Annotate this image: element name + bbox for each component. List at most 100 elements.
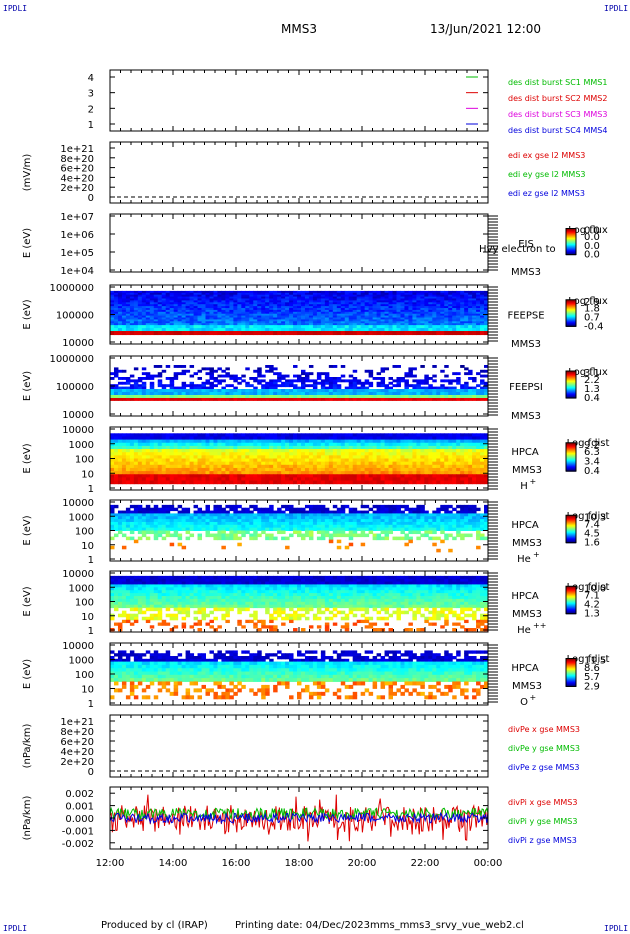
spectro-cell (161, 474, 167, 478)
spectro-cell (472, 290, 477, 294)
spectro-cell (133, 319, 139, 322)
spectro-cell (304, 433, 310, 437)
spectro-cell (129, 389, 135, 393)
spectro-cell (476, 292, 481, 296)
spectro-cell (484, 294, 489, 298)
spectro-cell (448, 300, 453, 303)
spectro-cell (165, 452, 171, 456)
spectro-cell (161, 300, 167, 303)
spectro-cell (364, 309, 370, 313)
spectro-cell (368, 477, 374, 482)
spectro-cell (484, 311, 489, 315)
spectro-cell (304, 398, 310, 401)
spectro-cell (448, 389, 453, 393)
spectro-cell (472, 292, 477, 296)
spectro-cell (137, 384, 143, 388)
spectro-cell (320, 389, 326, 393)
spectro-cell (269, 477, 274, 482)
spectro-cell (444, 398, 449, 401)
spectro-cell (213, 455, 218, 459)
spectro-cell (328, 308, 334, 311)
spectro-cell (420, 461, 425, 466)
spectro-cell (205, 298, 210, 301)
spectro-cell (320, 304, 326, 307)
spectro-cell (348, 477, 354, 482)
spectro-cell (300, 455, 306, 459)
spectro-cell (480, 442, 485, 447)
spectro-cell (281, 442, 286, 447)
spectro-cell (217, 313, 222, 317)
spectro-cell (368, 395, 374, 399)
spectro-cell (233, 445, 238, 450)
spectro-cell (185, 317, 191, 320)
spectro-cell (217, 317, 222, 320)
spectro-cell (340, 313, 346, 317)
spectro-cell (456, 389, 461, 393)
spectro-cell (480, 445, 485, 450)
spectro-cell (157, 436, 163, 441)
spectro-cell (245, 467, 250, 472)
spectro-cell (221, 302, 226, 305)
spectro-cell (110, 442, 115, 447)
spectro-cell (253, 317, 258, 320)
colorbar-cell (566, 241, 576, 244)
spectro-cell (265, 386, 270, 390)
spectro-cell (356, 381, 362, 385)
spectro-cell (420, 436, 425, 441)
spectro-cell (189, 436, 195, 441)
spectro-cell (464, 298, 469, 301)
spectro-cell (356, 461, 362, 466)
spectro-cell (412, 328, 417, 332)
spectro-cell (300, 433, 306, 437)
spectro-cell (209, 377, 214, 380)
spectro-cell (324, 292, 330, 296)
spectro-cell (408, 374, 413, 378)
spectro-cell (169, 321, 175, 324)
spectro-cell (320, 309, 326, 313)
spectro-cell (173, 455, 179, 459)
spectro-cell (125, 480, 131, 485)
spectro-cell (205, 461, 210, 466)
spectro-cell (308, 365, 314, 368)
spectro-cell (432, 477, 437, 482)
spectro-cell (348, 445, 354, 450)
spectro-cell (241, 464, 246, 469)
spectro-cell (110, 461, 115, 466)
spectro-cell (289, 442, 294, 447)
spectro-cell (396, 290, 401, 294)
spectro-cell (293, 331, 298, 336)
spectro-cell (249, 452, 254, 456)
spectro-cell (213, 458, 218, 463)
y-tick-label: 2 (88, 104, 94, 115)
spectro-cell (328, 398, 334, 401)
spectro-cell (396, 436, 401, 441)
spectro-cell (281, 331, 286, 336)
spectro-cell (249, 319, 254, 322)
spectro-cell (121, 331, 127, 336)
spectro-cell (444, 306, 449, 309)
spectro-cell (205, 290, 210, 294)
spectro-cell (185, 461, 191, 466)
spectro-cell (213, 328, 218, 332)
spectro-cell (217, 290, 222, 294)
spectro-cell (293, 433, 298, 437)
spectro-cell (352, 442, 358, 447)
spectro-cell (185, 452, 191, 456)
spectro-cell (241, 395, 246, 399)
spectro-cell (352, 298, 358, 301)
spectro-cell (161, 461, 167, 466)
spectro-cell (233, 309, 238, 313)
spectro-cell (424, 311, 429, 315)
colorbar-cell (566, 308, 576, 311)
spectro-cell (129, 471, 135, 475)
spectro-cell (400, 398, 405, 401)
spectro-cell (308, 480, 314, 485)
spectro-cell (348, 328, 354, 332)
spectro-cell (420, 379, 425, 383)
spectro-cell (432, 300, 437, 303)
spectro-cell (468, 308, 473, 311)
spectro-cell (197, 471, 203, 475)
spectro-cell (408, 436, 413, 441)
spectro-cell (277, 433, 282, 437)
